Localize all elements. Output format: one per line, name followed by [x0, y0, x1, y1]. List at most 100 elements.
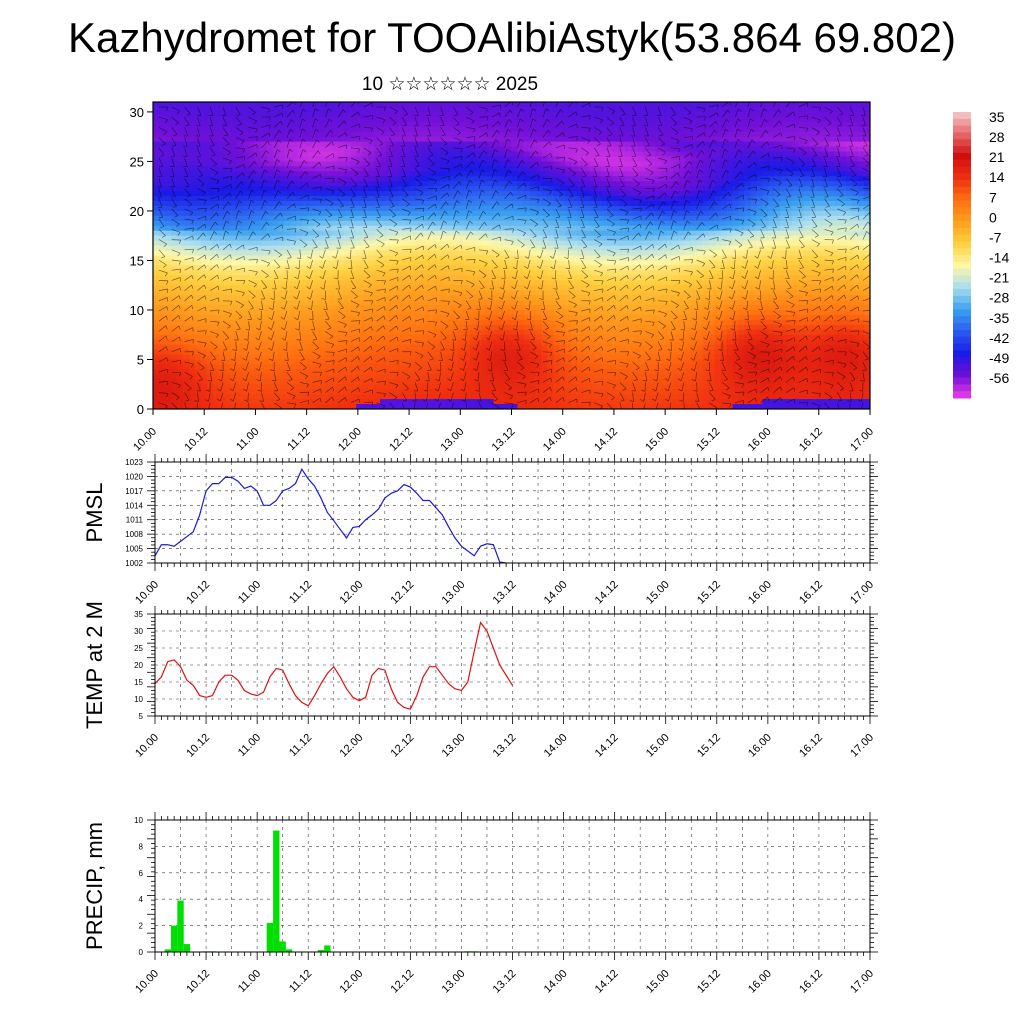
cross-section-y-tick-label: 0	[137, 402, 144, 417]
temp-x-tick-label: 16.00	[746, 732, 774, 760]
colorbar-label: 28	[989, 129, 1005, 145]
colorbar-swatch	[953, 384, 971, 392]
cross-section-x-tick-label: 16.00	[746, 426, 774, 454]
page-subtitle: 10 ☆☆☆☆☆☆ 2025	[361, 74, 539, 95]
cross-section-x-tick-label: 17.00	[848, 426, 876, 454]
cross-section-x-tick-label: 12.00	[336, 426, 364, 454]
colorbar-swatch	[953, 329, 971, 338]
cross-section-x-tick-label: 10.12	[182, 426, 210, 454]
colorbar-label: 0	[989, 209, 997, 225]
colorbar-label: 14	[989, 169, 1005, 185]
pmsl-minor-ticks	[147, 454, 878, 571]
pmsl-x-tick-label: 11.12	[287, 579, 314, 606]
pmsl-chart: 1002 1005 1008 1011 1014 1017 1020 1023 PMSL 10.0…	[82, 454, 878, 607]
precip-y-axis-label: PRECIP, mm	[82, 822, 107, 950]
colorbar-label: -49	[989, 350, 1009, 366]
cross-section-x-tick-label: 16.12	[797, 426, 825, 454]
temp-y-tick-label: 30	[134, 627, 143, 636]
temp-y-tick-label: 25	[134, 644, 143, 653]
cross-section-chart: 0 5 10 15 20 25 30 10.00 10.12 11.00 11.12 12.00 12.…	[130, 101, 876, 454]
pmsl-grid	[155, 462, 870, 563]
cross-section-x-tick-label: 11.12	[285, 426, 312, 453]
colorbar-swatch	[953, 309, 971, 317]
pmsl-y-tick-label: 1020	[125, 472, 143, 481]
colorbar-swatch	[953, 282, 971, 290]
temp-x-tick-label: 12.12	[389, 732, 417, 760]
precip-bar	[170, 925, 178, 952]
precip-x-tick-label: 15.12	[695, 968, 723, 996]
pmsl-x-tick-label: 10.00	[133, 579, 161, 607]
temp-x-tick-label: 17.00	[848, 732, 876, 760]
precip-chart: 0 2 4 6 8 10 PRECIP, mm 10.00 10.12 11.00 11.12 12.…	[82, 812, 878, 996]
colorbar-swatch	[953, 391, 971, 399]
pmsl-series-line	[154, 467, 507, 564]
colorbar-label: -28	[989, 290, 1009, 306]
cross-section-x-tick-label: 15.12	[695, 426, 723, 454]
temp-x-tick-label: 13.12	[491, 732, 519, 760]
colorbar-label: 21	[989, 149, 1005, 165]
cross-section-x-tick-label: 13.12	[490, 426, 518, 454]
colorbar-swatch	[953, 255, 971, 263]
cross-section-y-tick-label: 25	[130, 154, 144, 169]
pmsl-y-axis-label: PMSL	[82, 483, 107, 543]
temp-y-tick-label: 20	[134, 661, 143, 670]
colorbar-swatch	[953, 112, 971, 120]
precip-x-tick-label: 13.00	[440, 968, 468, 996]
colorbar-label: 7	[989, 189, 997, 205]
colorbar-swatch	[953, 200, 971, 208]
page-title: Kazhydromet for TOOAlibiAstyk(53.864 69.…	[68, 14, 956, 61]
precip-x-tick-label: 16.12	[797, 968, 825, 996]
pmsl-x-tick-label: 13.12	[491, 579, 519, 607]
colorbar-swatch	[953, 118, 971, 127]
precip-x-tick-label: 11.00	[236, 968, 263, 995]
temp-x-tick-label: 14.00	[542, 732, 570, 760]
temp-series-line	[154, 621, 514, 710]
colorbar-swatch	[953, 207, 971, 215]
colorbar-swatch	[953, 234, 971, 242]
pmsl-x-tick-label: 15.12	[695, 579, 723, 607]
colorbar-swatch	[953, 227, 971, 236]
colorbar-swatch	[953, 343, 971, 351]
colorbar-swatch	[953, 186, 971, 195]
temp-minor-ticks	[147, 606, 878, 724]
precip-x-tick-label: 15.00	[644, 968, 672, 996]
pmsl-x-tick-label: 16.12	[797, 579, 825, 607]
precip-minor-ticks	[147, 812, 878, 960]
colorbar-swatch	[953, 302, 971, 310]
colorbar-label: -14	[989, 250, 1009, 266]
colorbar-swatch	[953, 193, 971, 202]
colorbar-swatch	[953, 241, 971, 249]
precip-x-tick-label: 13.12	[491, 968, 519, 996]
colorbar-swatch	[953, 336, 971, 345]
colorbar-swatch	[953, 152, 971, 161]
colorbar-swatch	[953, 214, 971, 222]
temp-x-tick-label: 14.12	[593, 732, 621, 760]
cross-section-y-tick-label: 30	[130, 105, 144, 120]
pmsl-x-tick-label: 14.12	[593, 579, 621, 607]
colorbar-swatch	[953, 363, 971, 372]
wind-barbs	[157, 102, 870, 409]
pmsl-y-tick-label: 1005	[125, 545, 143, 554]
temp-grid	[155, 614, 870, 716]
precip-y-tick-label: 2	[139, 922, 144, 931]
colorbar-swatch	[953, 220, 971, 229]
temp-x-tick-label: 10.00	[133, 732, 161, 760]
pmsl-x-tick-label: 12.12	[389, 579, 417, 607]
cross-section-y-tick-label: 5	[137, 352, 144, 367]
precip-bar	[317, 950, 325, 952]
pmsl-y-tick-label: 1017	[125, 487, 143, 496]
temp-y-tick-label: 35	[134, 610, 143, 619]
colorbar-label: 35	[989, 109, 1005, 125]
colorbar-swatch	[953, 295, 971, 304]
colorbar-swatch	[953, 261, 971, 270]
colorbar-label: -21	[989, 270, 1009, 286]
precip-y-tick-label: 6	[139, 869, 144, 878]
cross-section-x-tick-label: 14.12	[592, 426, 620, 454]
precip-bar	[164, 949, 171, 952]
colorbar-swatch	[953, 275, 971, 283]
cross-section-y-tick-label: 10	[130, 303, 144, 318]
temp-x-tick-label: 12.00	[337, 732, 365, 760]
temp-x-tick-label: 11.00	[236, 732, 263, 759]
colorbar-label: -56	[989, 370, 1009, 386]
cross-section-y-tick-label: 15	[130, 253, 144, 268]
